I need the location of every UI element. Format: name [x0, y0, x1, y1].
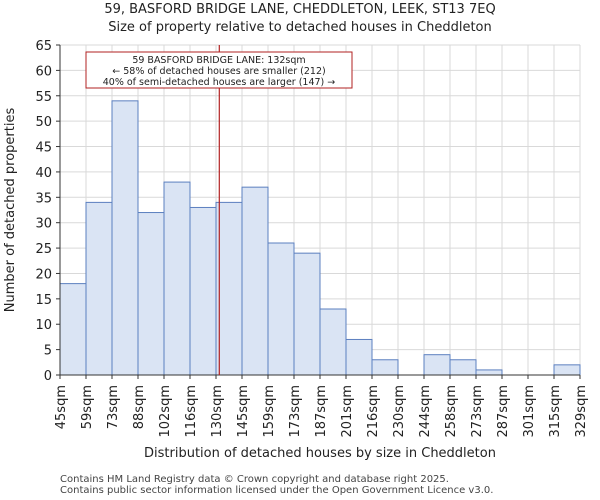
y-tick-label: 50 [35, 115, 52, 130]
histogram-bar [319, 308, 347, 376]
x-tick-label: 315sqm [548, 385, 563, 438]
histogram-bar [59, 283, 87, 376]
histogram-chart: 0 5 10 15 20 25 30 35 40 45 50 55 60 65 45sqm 59sqm 73sq… [3, 39, 589, 461]
footer-line-1: Contains HM Land Registry data © Crown c… [60, 474, 449, 485]
chart-subtitle: Size of property relative to detached ho… [108, 20, 492, 35]
x-tick-label: 88sqm [132, 385, 147, 429]
y-tick-label: 5 [44, 344, 52, 359]
x-tick-label: 230sqm [392, 385, 407, 438]
y-axis-title: Number of detached properties [3, 108, 18, 313]
y-tick-label: 60 [35, 64, 52, 79]
x-tick-label: 216sqm [366, 385, 381, 438]
x-tick-label: 273sqm [470, 385, 485, 438]
histogram-bar [293, 252, 321, 376]
x-tick-label: 301sqm [522, 385, 537, 438]
y-tick-label: 45 [35, 141, 52, 156]
x-axis-title: Distribution of detached houses by size … [144, 446, 496, 461]
histogram-bar [553, 364, 581, 376]
x-tick-label: 130sqm [210, 385, 225, 438]
x-tick-label: 258sqm [444, 385, 459, 438]
histogram-bar [163, 181, 191, 376]
histogram-bar [423, 354, 451, 376]
y-tick-label: 35 [35, 191, 52, 206]
chart-title: 59, BASFORD BRIDGE LANE, CHEDDLETON, LEE… [104, 2, 496, 17]
histogram-bar [137, 212, 165, 376]
y-tick-label: 40 [35, 166, 52, 181]
histogram-bar [475, 369, 503, 376]
histogram-bar [371, 359, 399, 376]
x-tick-label: 45sqm [54, 385, 69, 429]
y-tick-label: 30 [35, 217, 52, 232]
y-tick-label: 65 [35, 39, 52, 54]
x-tick-label: 116sqm [184, 385, 199, 438]
y-tick-label: 15 [35, 293, 52, 308]
x-tick-label: 287sqm [496, 385, 511, 438]
annotation-line: ← 58% of detached houses are smaller (21… [112, 66, 325, 77]
histogram-bar [449, 359, 477, 376]
x-tick-label: 201sqm [340, 385, 355, 438]
histogram-bar [241, 186, 269, 376]
annotation-box [85, 51, 353, 89]
y-tick-label: 20 [35, 267, 52, 282]
histogram-bar [111, 100, 139, 376]
histogram-bar [85, 201, 113, 376]
x-tick-label: 329sqm [574, 385, 589, 438]
x-tick-label: 187sqm [314, 385, 329, 438]
y-tick-label: 25 [35, 242, 52, 257]
histogram-bar [215, 201, 243, 376]
histogram-bar [345, 338, 373, 376]
histogram-bar [189, 206, 217, 376]
x-tick-label: 73sqm [106, 385, 121, 429]
annotation-line: 40% of semi-detached houses are larger (… [103, 77, 336, 88]
footer-line-2: Contains public sector information licen… [60, 485, 494, 496]
x-tick-label: 102sqm [158, 385, 173, 438]
x-tick-label: 173sqm [288, 385, 303, 438]
x-tick-label: 59sqm [80, 385, 95, 429]
x-tick-label: 159sqm [262, 385, 277, 438]
histogram-bar [267, 242, 295, 376]
x-tick-label: 244sqm [418, 385, 433, 438]
y-tick-label: 10 [35, 318, 52, 333]
y-tick-label: 0 [44, 369, 52, 384]
y-tick-label: 55 [35, 90, 52, 105]
annotation-line: 59 BASFORD BRIDGE LANE: 132sqm [132, 55, 305, 66]
x-tick-label: 145sqm [236, 385, 251, 438]
